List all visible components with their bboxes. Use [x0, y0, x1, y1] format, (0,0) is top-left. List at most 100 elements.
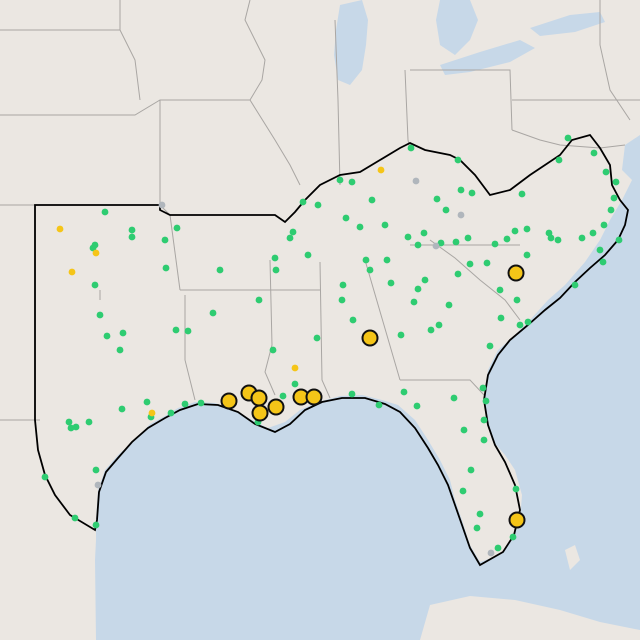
- map-marker-green[interactable]: [119, 329, 127, 337]
- map-marker-green[interactable]: [167, 409, 175, 417]
- map-marker-green[interactable]: [473, 524, 481, 532]
- map-marker-green[interactable]: [483, 259, 491, 267]
- map-marker-green[interactable]: [450, 394, 458, 402]
- map-marker-green[interactable]: [497, 314, 505, 322]
- map-marker-green[interactable]: [375, 401, 383, 409]
- map-marker-green[interactable]: [494, 544, 502, 552]
- map-marker-green[interactable]: [524, 318, 532, 326]
- map-marker-green[interactable]: [41, 473, 49, 481]
- map-marker-green[interactable]: [89, 244, 97, 252]
- map-marker-green[interactable]: [435, 321, 443, 329]
- map-marker-green[interactable]: [516, 321, 524, 329]
- map-marker-green[interactable]: [272, 266, 280, 274]
- map-marker-green[interactable]: [366, 266, 374, 274]
- map-marker-green[interactable]: [286, 234, 294, 242]
- map-marker-green[interactable]: [512, 485, 520, 493]
- map-marker-green[interactable]: [442, 206, 450, 214]
- map-marker-green[interactable]: [313, 334, 321, 342]
- map-marker-gray[interactable]: [432, 242, 440, 250]
- map-marker-yellow[interactable]: [92, 249, 100, 257]
- map-marker-green[interactable]: [578, 234, 586, 242]
- map-marker-gray[interactable]: [412, 177, 420, 185]
- map-marker-green[interactable]: [304, 251, 312, 259]
- map-marker-green[interactable]: [413, 402, 421, 410]
- map-marker-green[interactable]: [103, 332, 111, 340]
- map-marker-green[interactable]: [513, 296, 521, 304]
- map-marker-green[interactable]: [173, 224, 181, 232]
- map-marker-green[interactable]: [291, 380, 299, 388]
- map-marker-green[interactable]: [116, 346, 124, 354]
- map-marker-green[interactable]: [289, 228, 297, 236]
- map-marker-green[interactable]: [338, 296, 346, 304]
- map-marker-green[interactable]: [459, 487, 467, 495]
- map-marker-green[interactable]: [479, 384, 487, 392]
- map-marker-green[interactable]: [452, 238, 460, 246]
- map-marker-green[interactable]: [128, 226, 136, 234]
- map-marker-large-fl-se[interactable]: [508, 511, 526, 529]
- map-marker-green[interactable]: [421, 276, 429, 284]
- map-marker-green[interactable]: [118, 405, 126, 413]
- map-marker-gray[interactable]: [94, 481, 102, 489]
- map-marker-green[interactable]: [602, 168, 610, 176]
- map-marker-large-la-sw-1[interactable]: [220, 392, 238, 410]
- map-marker-green[interactable]: [184, 327, 192, 335]
- map-marker-green[interactable]: [464, 234, 472, 242]
- map-marker-green[interactable]: [387, 279, 395, 287]
- map-marker-green[interactable]: [467, 466, 475, 474]
- map-marker-green[interactable]: [615, 236, 623, 244]
- map-marker-green[interactable]: [476, 510, 484, 518]
- map-marker-green[interactable]: [612, 178, 620, 186]
- map-marker-yellow[interactable]: [68, 268, 76, 276]
- map-marker-green[interactable]: [339, 281, 347, 289]
- map-marker-green[interactable]: [349, 316, 357, 324]
- map-marker-green[interactable]: [172, 326, 180, 334]
- map-marker-green[interactable]: [162, 264, 170, 272]
- map-marker-green[interactable]: [91, 281, 99, 289]
- map-marker-green[interactable]: [518, 190, 526, 198]
- map-marker-green[interactable]: [607, 206, 615, 214]
- map-marker-green[interactable]: [348, 178, 356, 186]
- map-marker-large-sc-central[interactable]: [507, 264, 525, 282]
- map-marker-green[interactable]: [269, 346, 277, 354]
- map-marker-green[interactable]: [460, 426, 468, 434]
- map-marker-yellow[interactable]: [148, 409, 156, 417]
- map-marker-yellow[interactable]: [291, 364, 299, 372]
- map-marker-green[interactable]: [279, 392, 287, 400]
- map-marker-green[interactable]: [362, 256, 370, 264]
- map-marker-green[interactable]: [596, 246, 604, 254]
- map-marker-green[interactable]: [314, 201, 322, 209]
- map-marker-green[interactable]: [414, 285, 422, 293]
- map-marker-green[interactable]: [482, 397, 490, 405]
- map-marker-green[interactable]: [348, 390, 356, 398]
- map-marker-green[interactable]: [523, 251, 531, 259]
- map-marker-green[interactable]: [457, 186, 465, 194]
- map-marker-green[interactable]: [610, 194, 618, 202]
- map-marker-green[interactable]: [161, 236, 169, 244]
- map-marker-green[interactable]: [433, 195, 441, 203]
- map-marker-green[interactable]: [503, 235, 511, 243]
- map-marker-green[interactable]: [216, 266, 224, 274]
- map-marker-green[interactable]: [356, 223, 364, 231]
- map-marker-green[interactable]: [491, 240, 499, 248]
- map-marker-green[interactable]: [92, 466, 100, 474]
- map-marker-large-ga-central[interactable]: [361, 329, 379, 347]
- map-marker-green[interactable]: [92, 521, 100, 529]
- map-marker-green[interactable]: [589, 229, 597, 237]
- map-marker-green[interactable]: [65, 418, 73, 426]
- map-marker-green[interactable]: [400, 388, 408, 396]
- map-marker-green[interactable]: [143, 398, 151, 406]
- map-marker-green[interactable]: [564, 134, 572, 142]
- map-marker-green[interactable]: [72, 423, 80, 431]
- map-marker-gray[interactable]: [487, 549, 495, 557]
- map-marker-green[interactable]: [480, 436, 488, 444]
- map-marker-green[interactable]: [209, 309, 217, 317]
- map-marker-green[interactable]: [511, 227, 519, 235]
- map-marker-green[interactable]: [468, 189, 476, 197]
- map-marker-green[interactable]: [466, 260, 474, 268]
- map-marker-green[interactable]: [454, 270, 462, 278]
- map-marker-green[interactable]: [407, 144, 415, 152]
- map-marker-large-la-se-2[interactable]: [305, 388, 323, 406]
- map-marker-green[interactable]: [454, 156, 462, 164]
- map-marker-green[interactable]: [397, 331, 405, 339]
